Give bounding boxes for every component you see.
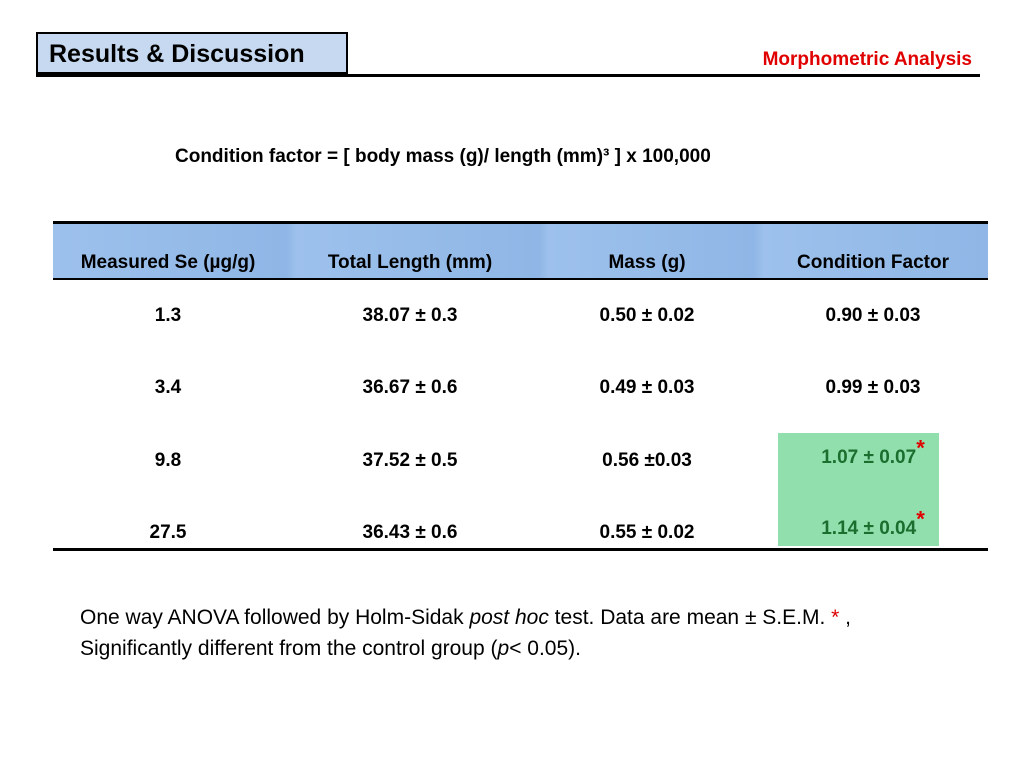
- cell-mass: 0.55 ± 0.02: [599, 522, 695, 543]
- column-header-condition-factor: Condition Factor: [797, 252, 949, 273]
- cell-total-length: 36.67 ± 0.6: [362, 377, 458, 398]
- cell-mass: 0.56 ±0.03: [602, 450, 692, 471]
- significance-star: *: [916, 506, 925, 532]
- significant-highlight: [778, 433, 939, 546]
- title-underline: [36, 74, 980, 77]
- footnote-text: , Significantly different from the contr…: [80, 606, 852, 660]
- footnote-italic-post-hoc: post hoc: [469, 606, 549, 629]
- cell-mass: 0.50 ± 0.02: [599, 305, 695, 326]
- cell-condition-factor-significant: 1.14 ± 0.04*: [821, 508, 925, 540]
- cell-condition-factor: 0.90 ± 0.03: [825, 305, 921, 326]
- footnote-text: test. Data are mean ± S.E.M.: [548, 606, 832, 629]
- slide-title: Results & Discussion: [36, 32, 348, 74]
- cell-measured-se: 27.5: [149, 522, 187, 543]
- column-header-mass: Mass (g): [608, 252, 686, 273]
- slide-subtitle: Morphometric Analysis: [762, 49, 972, 70]
- table-header-background: [53, 224, 988, 278]
- column-header-total-length: Total Length (mm): [327, 252, 493, 273]
- cell-value: 1.14 ± 0.04: [821, 518, 917, 539]
- footnote-text: < 0.05).: [509, 637, 581, 660]
- cell-measured-se: 1.3: [154, 305, 182, 326]
- significance-star: *: [916, 435, 925, 461]
- footnote-text: One way ANOVA followed by Holm-Sidak: [80, 606, 470, 629]
- column-header-measured-se: Measured Se (µg/g): [80, 252, 256, 273]
- table-bottom-rule: [53, 548, 988, 551]
- cell-condition-factor: 0.99 ± 0.03: [825, 377, 921, 398]
- condition-factor-formula: Condition factor = [ body mass (g)/ leng…: [175, 146, 711, 167]
- table-header-rule: [53, 278, 988, 280]
- cell-condition-factor-significant: 1.07 ± 0.07*: [821, 437, 925, 469]
- cell-value: 1.07 ± 0.07: [821, 447, 917, 468]
- cell-total-length: 36.43 ± 0.6: [362, 522, 458, 543]
- footnote-italic-p: p: [497, 637, 510, 660]
- cell-total-length: 38.07 ± 0.3: [362, 305, 458, 326]
- cell-measured-se: 3.4: [154, 377, 182, 398]
- statistics-footnote: One way ANOVA followed by Holm-Sidak pos…: [80, 602, 940, 664]
- cell-measured-se: 9.8: [154, 450, 182, 471]
- cell-mass: 0.49 ± 0.03: [599, 377, 695, 398]
- footnote-star: *: [831, 606, 840, 629]
- cell-total-length: 37.52 ± 0.5: [362, 450, 458, 471]
- table-top-rule: [53, 221, 988, 224]
